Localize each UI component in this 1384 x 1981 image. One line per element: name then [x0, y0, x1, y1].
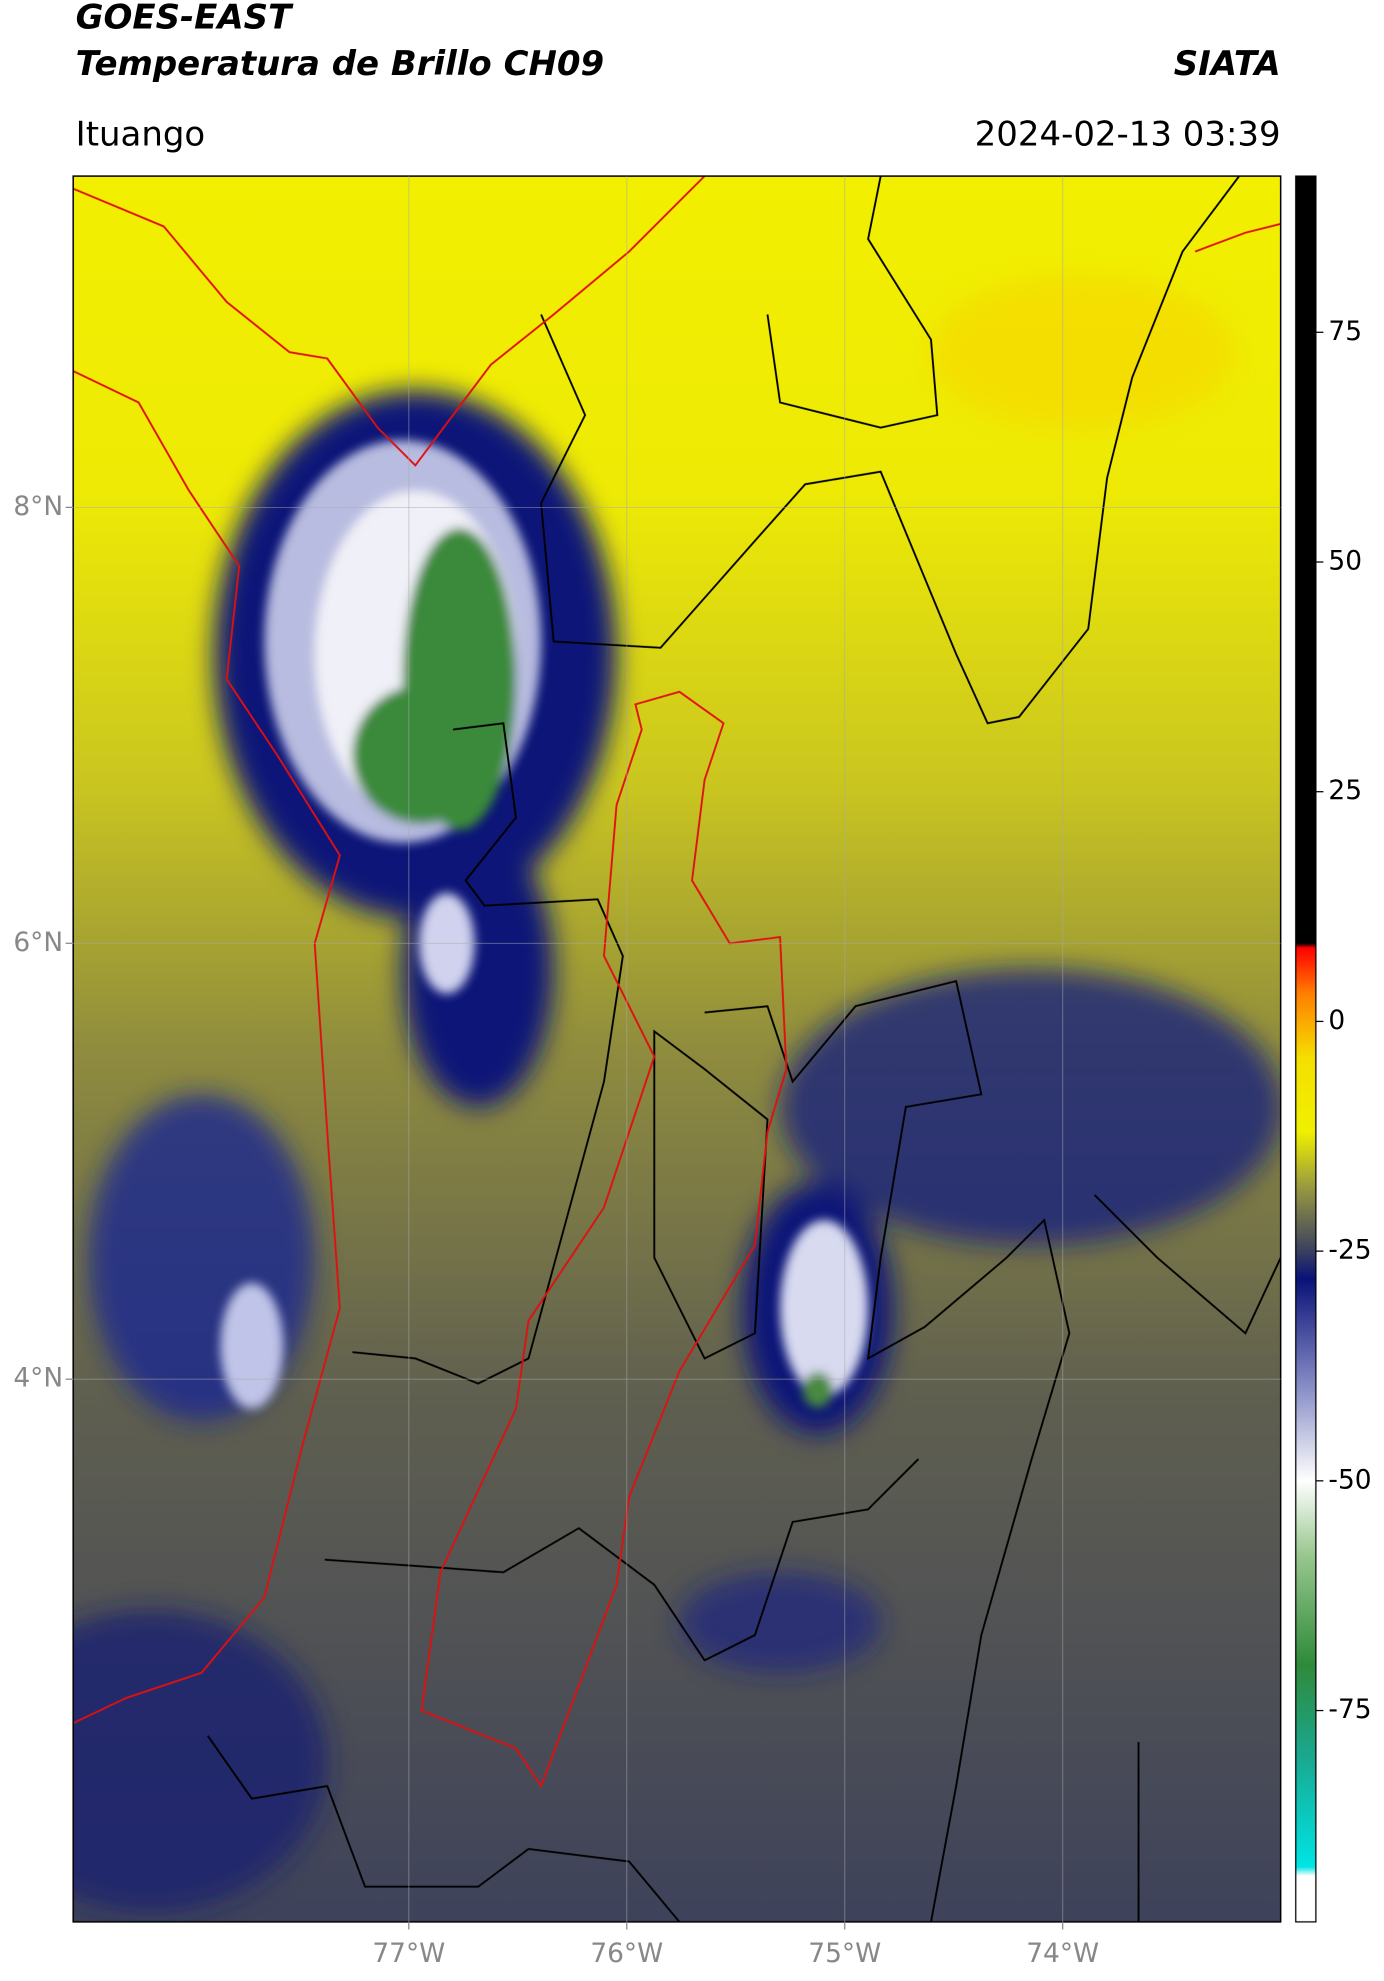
map-frame [72, 175, 1282, 1923]
x-tick-label: 74°W [1026, 1938, 1099, 1969]
colorbar-tick-label: 75 [1328, 316, 1362, 347]
colorbar-tick-label: -25 [1328, 1235, 1371, 1266]
title: GOES-EAST [76, 0, 294, 37]
colorbar-tick-label: 0 [1328, 1005, 1345, 1036]
y-tick-label: 8°N [13, 491, 63, 522]
colorbar-tick-label: -75 [1328, 1694, 1371, 1725]
colorbar [1295, 175, 1317, 1923]
colorbar-tick-label: -50 [1328, 1464, 1371, 1495]
subtitle: Temperatura de Brillo CH09 [76, 44, 604, 84]
location: Ituango [76, 114, 206, 154]
colorbar-tick-label: 25 [1328, 775, 1362, 806]
y-tick-label: 6°N [13, 927, 63, 958]
datetime: 2024-02-13 03:39 [975, 114, 1281, 154]
source: SIATA [1174, 44, 1281, 84]
colorbar-tick-label: 50 [1328, 546, 1362, 577]
x-tick-label: 77°W [372, 1938, 445, 1969]
map-area [73, 176, 1281, 1922]
cloud-core [220, 440, 869, 1409]
y-tick-label: 4°N [13, 1363, 63, 1394]
x-tick-label: 75°W [808, 1938, 881, 1969]
x-tick-label: 76°W [590, 1938, 663, 1969]
